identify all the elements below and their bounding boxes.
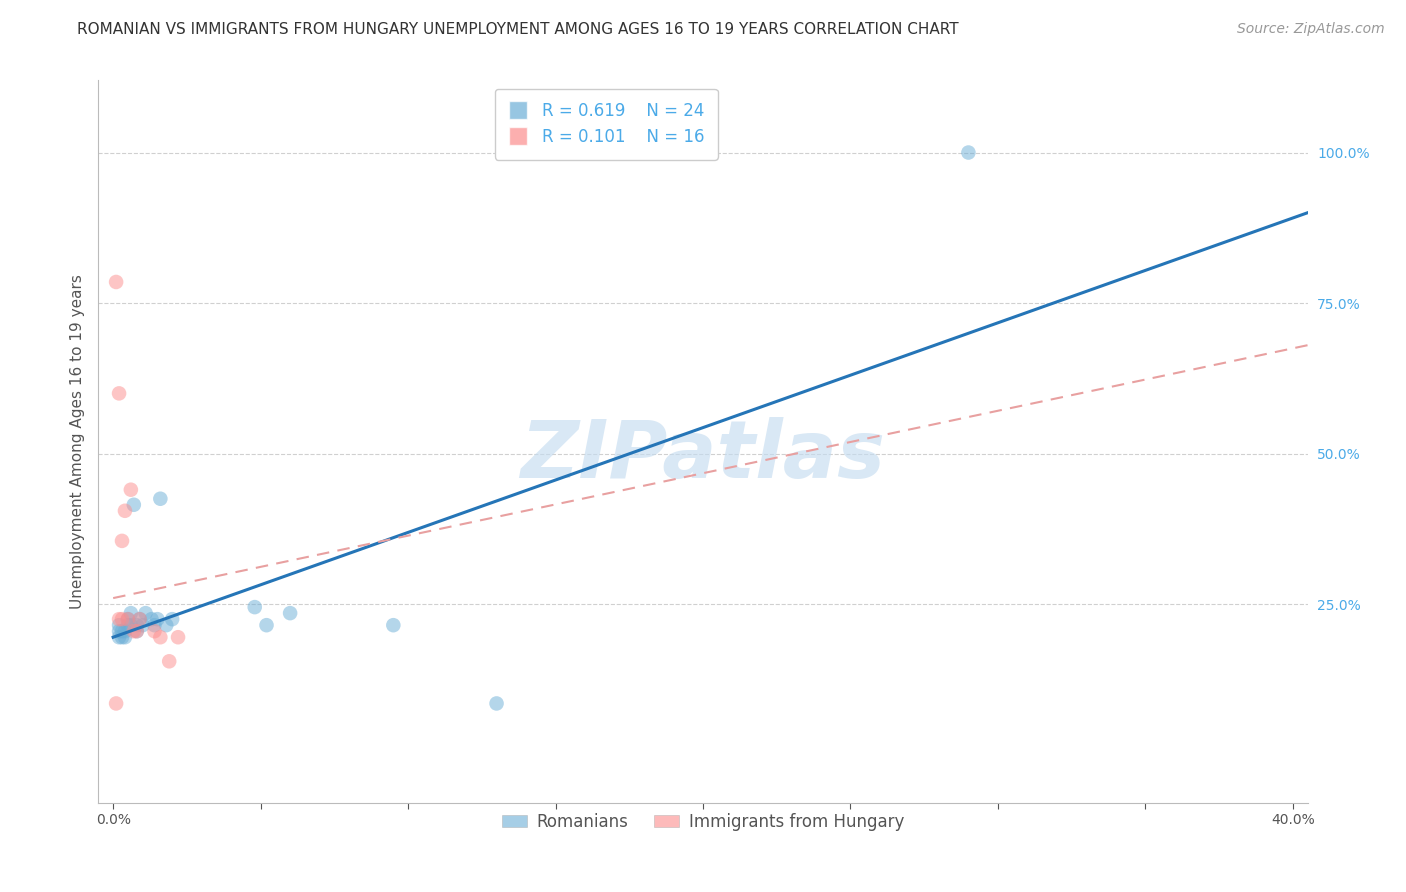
Point bbox=[114, 624, 136, 639]
Point bbox=[108, 618, 131, 632]
Point bbox=[143, 624, 166, 639]
Point bbox=[105, 697, 128, 711]
Y-axis label: Unemployment Among Ages 16 to 19 years: Unemployment Among Ages 16 to 19 years bbox=[69, 274, 84, 609]
Point bbox=[111, 624, 134, 639]
Point bbox=[128, 612, 150, 626]
Point bbox=[957, 145, 980, 160]
Text: Source: ZipAtlas.com: Source: ZipAtlas.com bbox=[1237, 22, 1385, 37]
Point bbox=[146, 612, 169, 626]
Point bbox=[485, 697, 508, 711]
Point bbox=[160, 612, 183, 626]
Point bbox=[135, 606, 157, 620]
Point bbox=[111, 612, 134, 626]
Point bbox=[108, 624, 131, 639]
Text: ROMANIAN VS IMMIGRANTS FROM HUNGARY UNEMPLOYMENT AMONG AGES 16 TO 19 YEARS CORRE: ROMANIAN VS IMMIGRANTS FROM HUNGARY UNEM… bbox=[77, 22, 959, 37]
Point bbox=[111, 630, 134, 644]
Point bbox=[120, 606, 142, 620]
Point bbox=[125, 618, 148, 632]
Text: ZIPatlas: ZIPatlas bbox=[520, 417, 886, 495]
Point bbox=[117, 618, 139, 632]
Point bbox=[256, 618, 278, 632]
Point bbox=[157, 654, 180, 668]
Point bbox=[117, 612, 139, 626]
Legend: Romanians, Immigrants from Hungary: Romanians, Immigrants from Hungary bbox=[495, 806, 911, 838]
Point bbox=[141, 612, 163, 626]
Point bbox=[114, 630, 136, 644]
Point bbox=[128, 612, 150, 626]
Point bbox=[108, 630, 131, 644]
Point bbox=[108, 612, 131, 626]
Point bbox=[167, 630, 190, 644]
Point bbox=[243, 600, 266, 615]
Point bbox=[382, 618, 405, 632]
Point bbox=[120, 483, 142, 497]
Point bbox=[114, 504, 136, 518]
Point bbox=[122, 498, 145, 512]
Point bbox=[125, 624, 148, 639]
Point bbox=[125, 624, 148, 639]
Point bbox=[120, 618, 142, 632]
Point bbox=[108, 386, 131, 401]
Point bbox=[149, 491, 172, 506]
Point bbox=[117, 612, 139, 626]
Point bbox=[149, 630, 172, 644]
Point bbox=[143, 618, 166, 632]
Point bbox=[105, 275, 128, 289]
Point bbox=[131, 618, 153, 632]
Point bbox=[111, 533, 134, 548]
Point bbox=[155, 618, 177, 632]
Point bbox=[122, 624, 145, 639]
Point bbox=[278, 606, 301, 620]
